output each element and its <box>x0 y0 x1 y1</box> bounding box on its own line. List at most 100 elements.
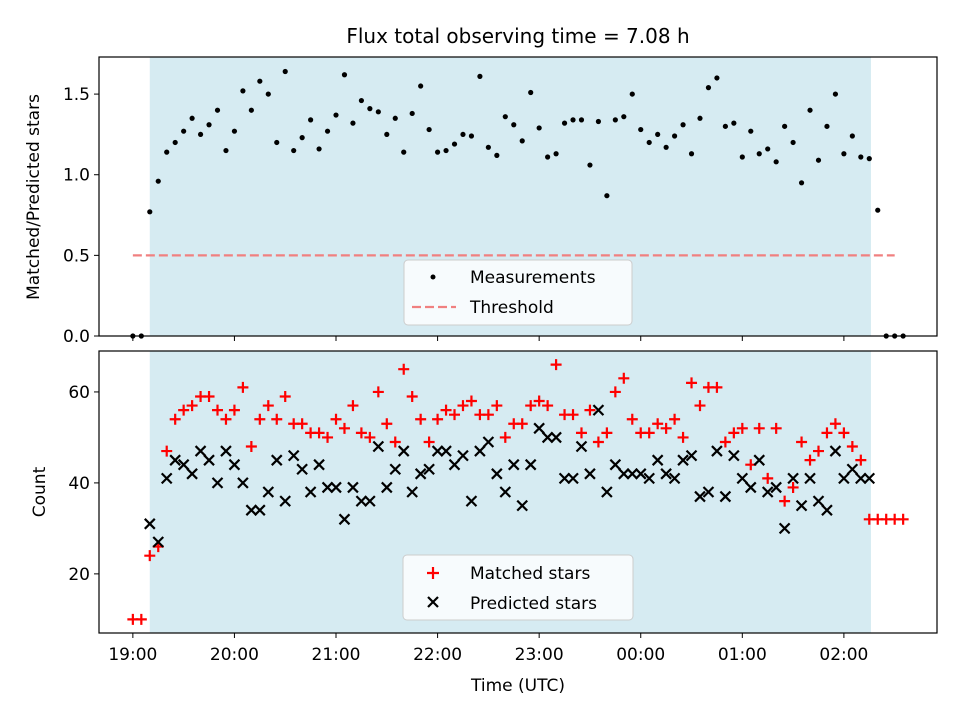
predicted-star-point <box>355 495 368 507</box>
measurement-point <box>756 151 762 157</box>
measurement-point <box>688 151 695 157</box>
matched-star-point <box>313 427 325 439</box>
matched-star-point <box>550 359 562 371</box>
matched-star-point <box>753 422 765 434</box>
measurement-point <box>545 154 551 160</box>
predicted-star-point <box>203 454 215 466</box>
measurement-point <box>866 156 872 162</box>
measurement-point <box>570 117 576 123</box>
predicted-star-point <box>719 490 732 503</box>
predicted-star-point <box>651 454 664 466</box>
measurement-point <box>849 133 855 139</box>
matched-star-point <box>398 363 410 375</box>
predicted-star-point <box>152 536 165 548</box>
top-panel: Flux total observing time = 7.08 h 0.00.… <box>24 24 938 347</box>
measurement-point <box>181 128 187 134</box>
matched-star-point <box>609 386 621 398</box>
measurement-point <box>214 107 221 113</box>
matched-star-point <box>372 386 384 398</box>
predicted-star-point <box>838 472 850 485</box>
predicted-star-point <box>745 481 757 494</box>
matched-star-point <box>762 472 774 484</box>
matched-star-point <box>821 427 833 439</box>
matched-star-point <box>855 454 867 466</box>
predicted-star-point <box>313 458 325 471</box>
matched-star-point <box>796 436 808 448</box>
top-y-tick-label: 1.5 <box>63 85 90 105</box>
predicted-star-point <box>584 468 596 480</box>
measurement-point <box>206 122 212 128</box>
legend-measurements-label: Measurements <box>470 268 596 288</box>
measurement-point <box>612 117 618 123</box>
measurement-point <box>748 128 754 134</box>
predicted-star-point <box>812 495 825 507</box>
matched-star-point <box>186 400 198 412</box>
predicted-star-point <box>753 454 766 466</box>
top-chart-title: Flux total observing time = 7.08 h <box>346 24 689 48</box>
predicted-star-point <box>296 463 308 476</box>
matched-star-point <box>220 413 232 425</box>
matched-star-point <box>846 441 858 453</box>
measurement-point <box>324 128 331 134</box>
measurement-point <box>604 193 610 199</box>
measurement-point <box>477 73 483 79</box>
matched-star-point <box>449 409 461 421</box>
matched-star-point <box>660 422 672 434</box>
measurement-point <box>333 112 339 118</box>
predicted-star-point <box>321 481 334 494</box>
measurement-point <box>578 117 585 123</box>
bottom-x-tick-label: 20:00 <box>210 645 259 665</box>
predicted-star-point <box>406 486 418 498</box>
predicted-star-point <box>389 463 402 476</box>
predicted-star-point <box>169 454 181 466</box>
matched-star-point <box>533 395 545 407</box>
measurement-point <box>841 151 847 157</box>
predicted-star-point <box>804 472 816 485</box>
predicted-star-point <box>618 468 630 480</box>
measurement-point <box>468 133 475 139</box>
measurement-point <box>197 131 204 138</box>
predicted-star-point <box>482 436 495 448</box>
bottom-x-tick-label: 21:00 <box>312 645 361 665</box>
measurement-point <box>223 147 229 154</box>
measurement-point <box>350 120 356 126</box>
measurement-point <box>773 159 779 165</box>
matched-star-point <box>686 377 698 389</box>
measurement-point <box>375 109 381 115</box>
measurement-point <box>832 91 839 97</box>
measurement-point <box>536 125 542 131</box>
predicted-star-point <box>770 481 782 494</box>
measurement-point <box>409 110 415 117</box>
predicted-star-point <box>787 472 799 485</box>
bottom-points <box>127 359 909 625</box>
predicted-star-point <box>186 468 198 480</box>
predicted-star-point <box>541 431 554 444</box>
measurement-point <box>502 114 508 120</box>
matched-star-point <box>279 390 291 402</box>
predicted-star-point <box>846 463 859 476</box>
predicted-star-point <box>550 431 562 444</box>
measurement-point <box>384 131 390 138</box>
measurement-point <box>282 68 288 75</box>
measurement-point <box>240 88 246 94</box>
top-legend-box <box>403 259 633 326</box>
matched-star-point <box>652 418 664 430</box>
bottom-x-tick-label: 22:00 <box>413 645 462 665</box>
predicted-star-point <box>601 486 613 498</box>
matched-star-point <box>897 513 909 525</box>
measurement-point <box>824 123 830 129</box>
matched-star-point <box>135 613 147 625</box>
measurement-point <box>172 139 178 146</box>
measurement-point <box>629 91 635 97</box>
measurement-point <box>646 139 652 146</box>
predicted-star-point <box>440 445 452 457</box>
predicted-star-point <box>795 499 808 512</box>
matched-star-point <box>355 427 367 439</box>
predicted-star-point <box>558 472 571 485</box>
predicted-star-point <box>660 468 672 480</box>
predicted-star-point <box>254 504 266 516</box>
predicted-star-point <box>220 445 232 457</box>
measurement-point <box>638 126 644 133</box>
measurement-point <box>858 154 864 160</box>
bottom-plot-frame <box>98 350 938 634</box>
